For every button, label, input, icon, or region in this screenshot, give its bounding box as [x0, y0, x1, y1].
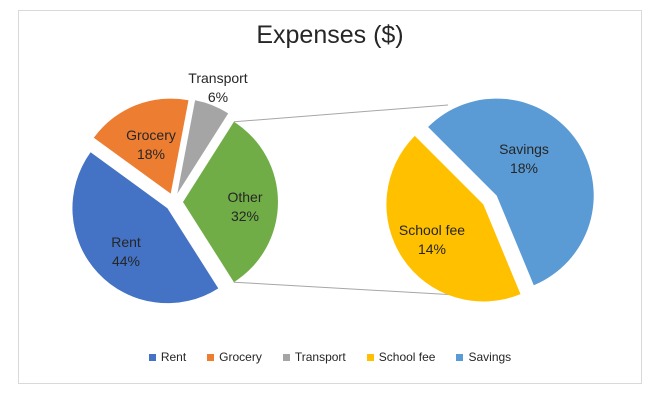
- series-connector-line-top: [233, 104, 449, 123]
- legend-label-rent: Rent: [160, 350, 187, 364]
- legend-item-grocery[interactable]: Grocery: [207, 350, 262, 364]
- legend-label-savings: Savings: [468, 350, 512, 364]
- data-label-rent: Rent 44%: [111, 234, 141, 269]
- legend-label-school-fee: School fee: [378, 350, 436, 364]
- data-label-other: Other 32%: [227, 189, 262, 224]
- slice-grocery[interactable]: [93, 98, 189, 194]
- legend-item-savings[interactable]: Savings: [456, 350, 511, 364]
- series-connector-line-bottom: [233, 281, 458, 296]
- data-label-grocery: Grocery 18%: [126, 127, 176, 162]
- chart-title: Expenses ($): [256, 21, 404, 49]
- legend-marker-savings: [456, 353, 464, 361]
- legend-label-grocery: Grocery: [219, 350, 262, 364]
- legend-item-rent[interactable]: Rent: [148, 350, 187, 364]
- data-label-school-fee: School fee 14%: [399, 222, 465, 257]
- data-label-transport: Transport 6%: [188, 70, 248, 105]
- legend-marker-rent: [148, 353, 156, 361]
- slice-rent[interactable]: [72, 152, 219, 304]
- slice-school-fee[interactable]: [386, 135, 521, 302]
- data-label-savings: Savings 18%: [499, 141, 549, 176]
- slice-savings[interactable]: [428, 98, 594, 286]
- slice-transport[interactable]: [177, 100, 229, 194]
- legend: Rent Grocery Transport School fee Savings: [18, 350, 642, 364]
- legend-label-transport: Transport: [294, 350, 346, 364]
- legend-item-transport[interactable]: Transport: [282, 350, 346, 364]
- legend-marker-grocery: [207, 353, 215, 361]
- legend-item-school-fee[interactable]: School fee: [366, 350, 436, 364]
- legend-marker-school-fee: [366, 353, 374, 361]
- slice-other[interactable]: [183, 121, 278, 283]
- legend-marker-transport: [282, 353, 290, 361]
